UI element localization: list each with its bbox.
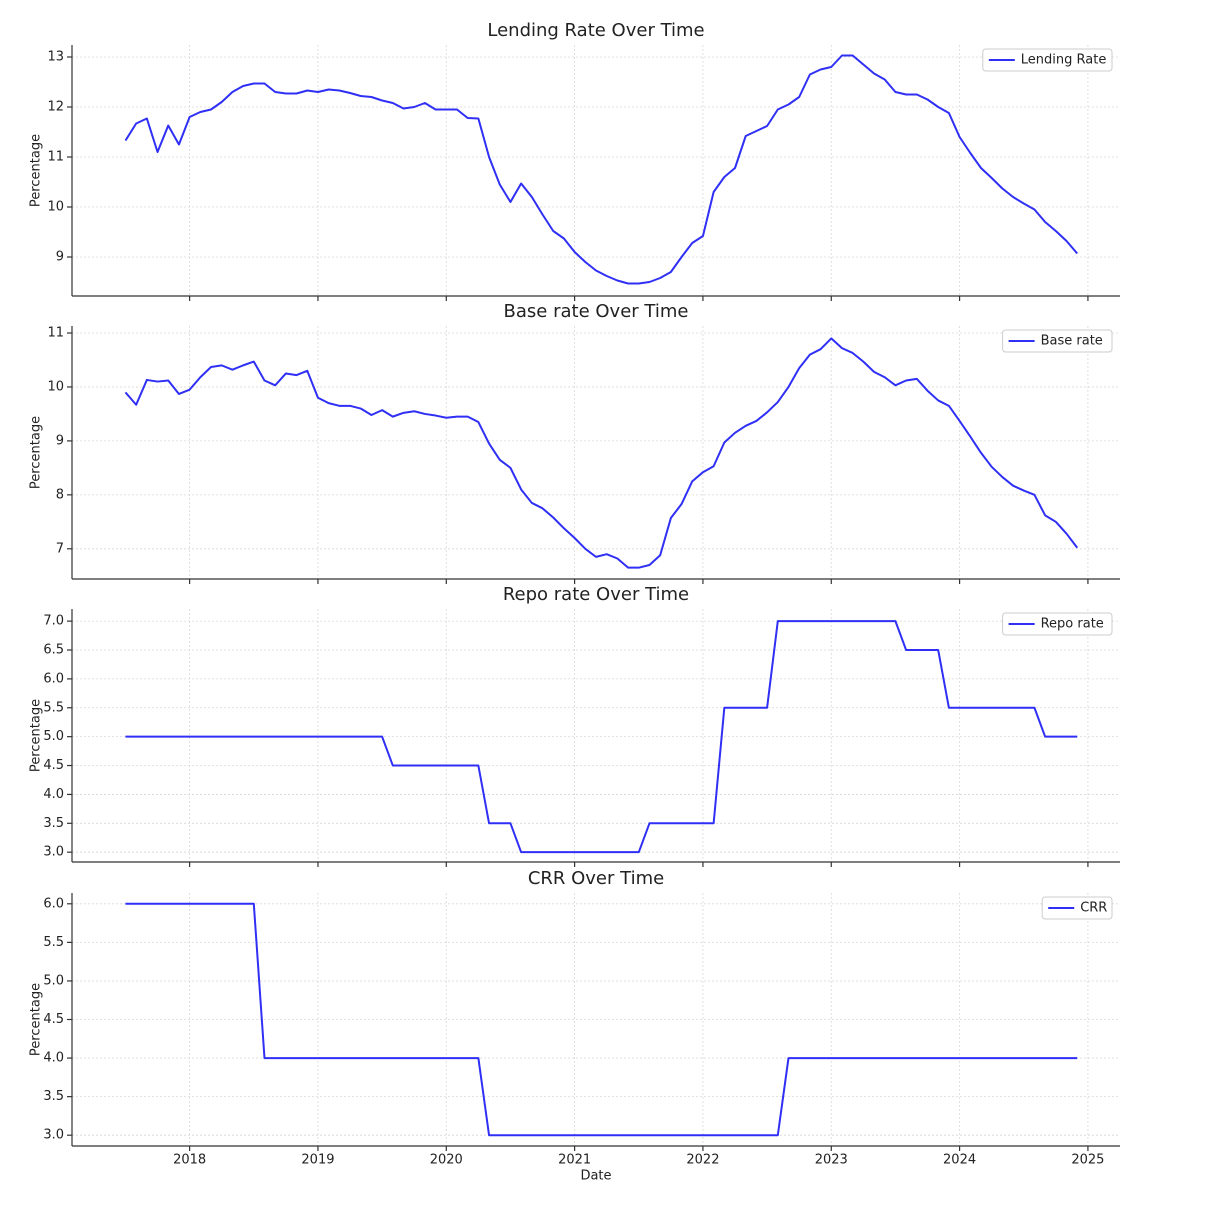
chart-title: CRR Over Time [528,868,664,889]
chart-title: Lending Rate Over Time [487,20,704,41]
y-tick-label: 5.5 [43,700,64,715]
legend-box [1002,612,1113,636]
y-tick-label: 9 [56,433,64,448]
y-tick-label: 3.0 [43,1128,64,1143]
data-line [124,54,1078,285]
y-tick-label: 5.0 [43,973,64,988]
x-tick-label: 2025 [1071,1153,1104,1168]
y-tick-label: 7 [56,541,64,556]
legend-label: Repo rate [1041,617,1104,632]
legend-box [1002,329,1113,353]
y-tick-label: 10 [47,200,64,215]
y-tick-label: 4.5 [43,758,64,773]
y-tick-label: 6.0 [43,896,64,911]
y-axis-label: Percentage [29,416,44,489]
y-tick-label: 8 [56,487,64,502]
y-tick-label: 10 [47,379,64,394]
y-tick-label: 11 [47,150,64,165]
y-tick-label: 12 [47,100,64,115]
x-tick-label: 2021 [558,1153,591,1168]
y-tick-label: 6.0 [43,671,64,686]
chart-title: Repo rate Over Time [503,584,689,605]
y-tick-label: 4.5 [43,1012,64,1027]
y-tick-label: 3.0 [43,845,64,860]
legend-box [1041,896,1113,920]
y-tick-label: 4.0 [43,787,64,802]
y-tick-label: 6.5 [43,643,64,658]
y-tick-label: 11 [47,326,64,341]
data-line [125,902,1078,1137]
x-tick-label: 2024 [943,1153,976,1168]
x-tick-label: 2018 [173,1153,206,1168]
y-axis-label: Percentage [29,983,44,1056]
y-tick-label: 5.0 [43,729,64,744]
y-tick-label: 5.5 [43,935,64,950]
y-tick-label: 3.5 [43,1089,64,1104]
y-axis-label: Percentage [29,134,44,207]
x-tick-label: 2020 [430,1153,463,1168]
y-tick-label: 4.0 [43,1051,64,1066]
legend-box [982,48,1113,72]
y-tick-label: 7.0 [43,614,64,629]
legend-label: CRR [1080,901,1107,916]
x-axis-label: Date [580,1169,611,1184]
x-tick-label: 2023 [815,1153,848,1168]
y-tick-label: 3.5 [43,816,64,831]
x-tick-label: 2019 [301,1153,334,1168]
y-axis-label: Percentage [29,699,44,772]
chart-title: Base rate Over Time [504,301,689,322]
legend-label: Lending Rate [1021,53,1107,68]
data-line [124,337,1079,569]
y-tick-label: 9 [56,250,64,265]
legend-label: Base rate [1041,334,1103,349]
y-tick-label: 13 [47,50,64,65]
data-line [125,620,1078,854]
x-tick-label: 2022 [686,1153,719,1168]
